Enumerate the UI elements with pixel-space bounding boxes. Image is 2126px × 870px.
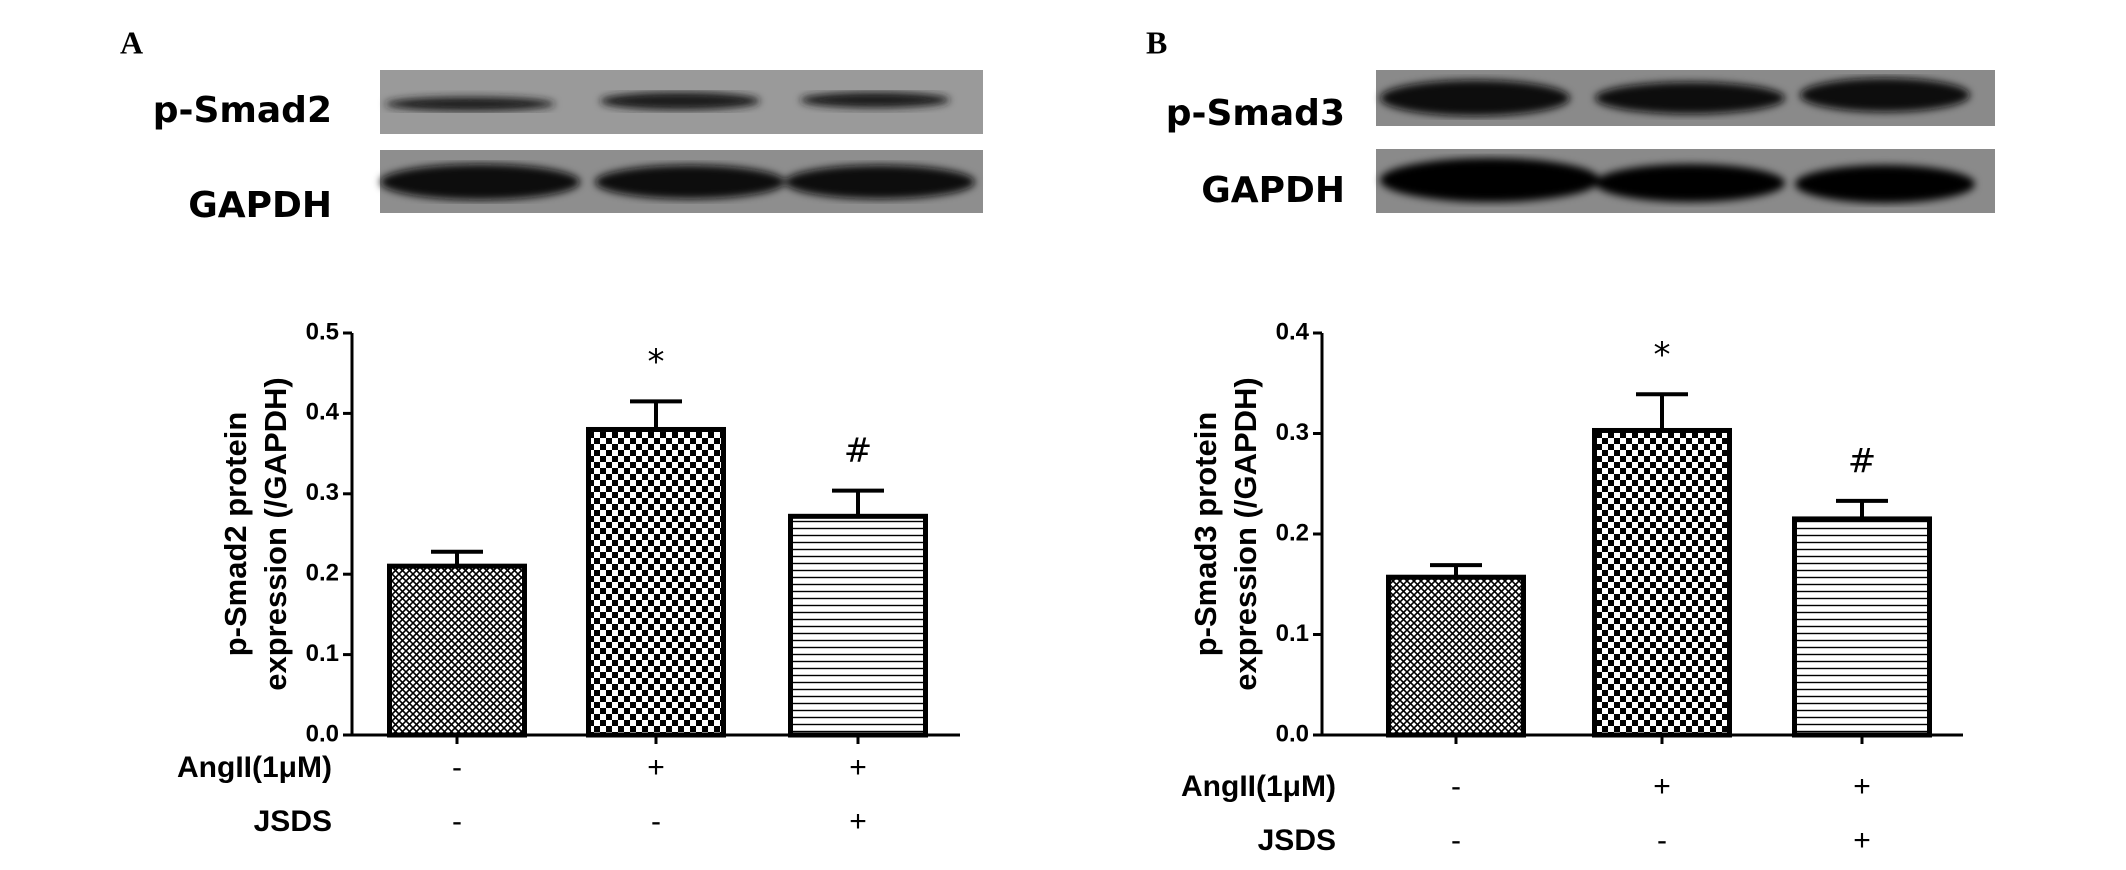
- panel-label: B: [1146, 24, 1167, 60]
- error-bar: [630, 399, 682, 430]
- significance-mark: #: [844, 431, 873, 471]
- blot-label: p-Smad2: [153, 90, 332, 131]
- bar: [387, 563, 527, 738]
- condition-sign: +: [849, 751, 867, 784]
- bar: [1386, 574, 1526, 738]
- blot-label: GAPDH: [188, 185, 332, 226]
- significance-mark: *: [1654, 335, 1671, 375]
- y-tick-label: 0.2: [306, 560, 339, 587]
- condition-sign: -: [1451, 770, 1461, 803]
- condition-sign: -: [1657, 824, 1667, 857]
- y-tick-label: 0.2: [1276, 519, 1309, 546]
- y-tick-label: 0.4: [306, 399, 340, 426]
- condition-sign: -: [1451, 824, 1461, 857]
- condition-sign: -: [452, 805, 462, 838]
- y-tick-label: 0.3: [306, 479, 339, 506]
- blot-a: [380, 70, 983, 213]
- error-bar: [1636, 392, 1688, 431]
- bar: [586, 426, 726, 738]
- significance-mark: #: [1848, 441, 1877, 481]
- y-tick-label: 0.0: [1276, 720, 1309, 747]
- condition-sign: +: [647, 751, 665, 784]
- error-bar: [431, 549, 483, 567]
- row-label: JSDS: [1258, 824, 1336, 857]
- y-tick-label: 0.4: [1276, 318, 1310, 345]
- blot-label: p-Smad3: [1166, 93, 1345, 134]
- y-axis-label: p-Smad3 protein: [1188, 412, 1223, 657]
- y-tick-label: 0.3: [1276, 419, 1309, 446]
- condition-sign: +: [1653, 770, 1671, 803]
- y-axis-label: expression (/GAPDH): [1228, 377, 1263, 691]
- y-tick-label: 0.1: [1276, 620, 1309, 647]
- significance-mark: *: [648, 342, 665, 382]
- panel-label: A: [120, 24, 143, 60]
- y-tick-label: 0.5: [306, 318, 339, 345]
- y-tick-label: 0.0: [306, 720, 339, 747]
- bar: [1592, 427, 1732, 738]
- error-bar: [1430, 563, 1482, 578]
- row-label: AngII(1μM): [177, 751, 332, 784]
- bar: [1792, 516, 1932, 738]
- y-tick-label: 0.1: [306, 640, 339, 667]
- blot-label: GAPDH: [1201, 170, 1345, 211]
- bar: [788, 513, 928, 738]
- condition-sign: +: [849, 805, 867, 838]
- blot-b: [1376, 70, 1995, 213]
- error-bar: [832, 488, 884, 517]
- y-axis-label: expression (/GAPDH): [258, 377, 293, 691]
- condition-sign: -: [452, 751, 462, 784]
- condition-sign: +: [1853, 824, 1871, 857]
- condition-sign: -: [651, 805, 661, 838]
- row-label: JSDS: [254, 805, 332, 838]
- row-label: AngII(1μM): [1181, 770, 1336, 803]
- error-bar: [1836, 498, 1888, 519]
- y-axis-label: p-Smad2 protein: [218, 412, 253, 657]
- condition-sign: +: [1853, 770, 1871, 803]
